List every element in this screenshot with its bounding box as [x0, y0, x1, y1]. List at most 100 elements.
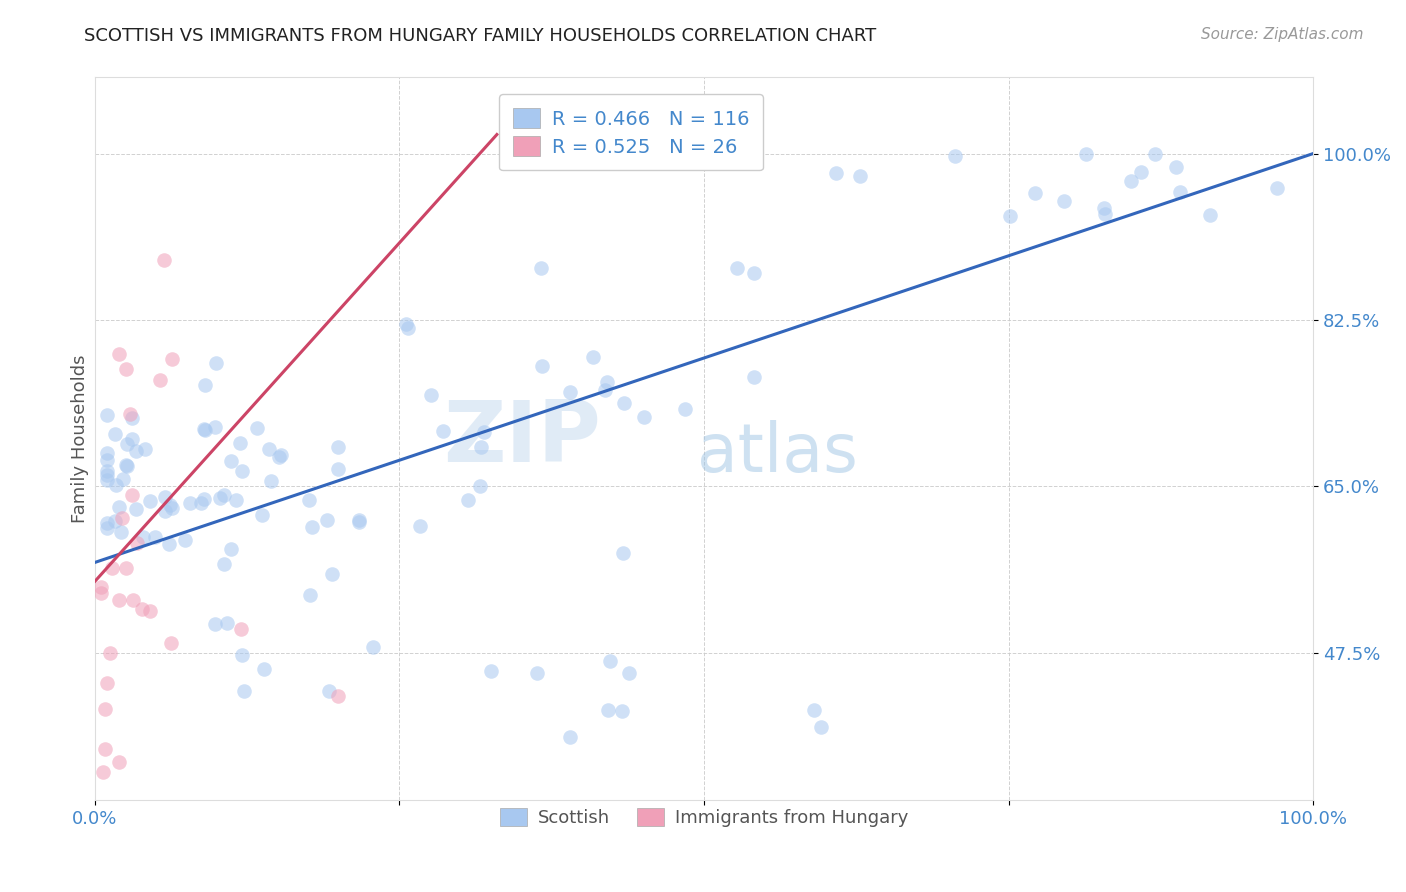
- Point: [162, 351, 184, 366]
- Point: [225, 492, 247, 507]
- Point: [328, 689, 350, 703]
- Point: [328, 440, 350, 454]
- Point: [153, 253, 176, 268]
- Point: [96, 453, 118, 467]
- Point: [132, 530, 155, 544]
- Point: [395, 318, 418, 332]
- Point: [1265, 181, 1288, 195]
- Point: [361, 640, 384, 655]
- Point: [558, 384, 581, 399]
- Point: [349, 516, 371, 530]
- Point: [125, 502, 148, 516]
- Point: [104, 426, 127, 441]
- Point: [232, 683, 254, 698]
- Point: [610, 704, 633, 718]
- Point: [173, 533, 195, 547]
- Point: [139, 604, 162, 618]
- Point: [470, 440, 492, 454]
- Text: ZIP: ZIP: [443, 397, 600, 480]
- Point: [619, 665, 641, 680]
- Point: [260, 474, 283, 488]
- Point: [96, 473, 118, 487]
- Point: [298, 493, 321, 508]
- Point: [104, 514, 127, 528]
- Point: [204, 356, 226, 370]
- Point: [318, 684, 340, 698]
- Point: [125, 444, 148, 458]
- Point: [96, 676, 118, 690]
- Point: [599, 654, 621, 668]
- Point: [299, 588, 322, 602]
- Point: [419, 388, 441, 402]
- Point: [803, 702, 825, 716]
- Point: [118, 407, 141, 421]
- Point: [122, 592, 145, 607]
- Point: [96, 464, 118, 478]
- Point: [107, 593, 129, 607]
- Point: [194, 423, 217, 437]
- Point: [301, 520, 323, 534]
- Point: [159, 498, 181, 512]
- Point: [105, 478, 128, 492]
- Point: [121, 487, 143, 501]
- Point: [215, 615, 238, 630]
- Point: [90, 586, 112, 600]
- Point: [115, 561, 138, 575]
- Point: [115, 459, 138, 474]
- Point: [117, 437, 139, 451]
- Point: [208, 491, 231, 506]
- Point: [1000, 209, 1022, 223]
- Text: Source: ZipAtlas.com: Source: ZipAtlas.com: [1201, 27, 1364, 42]
- Point: [153, 504, 176, 518]
- Point: [127, 535, 149, 549]
- Point: [160, 636, 183, 650]
- Text: atlas: atlas: [697, 420, 858, 486]
- Point: [231, 648, 253, 662]
- Point: [1121, 174, 1143, 188]
- Point: [474, 425, 496, 439]
- Point: [1129, 165, 1152, 179]
- Point: [131, 601, 153, 615]
- Point: [94, 702, 117, 716]
- Point: [110, 525, 132, 540]
- Point: [108, 347, 131, 361]
- Point: [96, 408, 118, 422]
- Point: [100, 646, 122, 660]
- Point: [219, 541, 242, 556]
- Point: [810, 720, 832, 734]
- Point: [115, 362, 138, 376]
- Point: [328, 462, 350, 476]
- Point: [1094, 207, 1116, 221]
- Point: [90, 580, 112, 594]
- Point: [139, 494, 162, 508]
- Point: [1143, 146, 1166, 161]
- Point: [155, 490, 177, 504]
- Point: [96, 521, 118, 535]
- Point: [727, 260, 749, 275]
- Point: [115, 458, 138, 473]
- Point: [1168, 186, 1191, 200]
- Point: [1024, 186, 1046, 200]
- Point: [943, 149, 966, 163]
- Point: [204, 616, 226, 631]
- Point: [193, 422, 215, 436]
- Point: [613, 396, 636, 410]
- Text: SCOTTISH VS IMMIGRANTS FROM HUNGARY FAMILY HOUSEHOLDS CORRELATION CHART: SCOTTISH VS IMMIGRANTS FROM HUNGARY FAMI…: [84, 27, 876, 45]
- Point: [596, 375, 619, 389]
- Point: [204, 420, 226, 434]
- Point: [470, 478, 492, 492]
- Point: [432, 424, 454, 438]
- Point: [673, 402, 696, 417]
- Point: [96, 467, 118, 482]
- Point: [742, 369, 765, 384]
- Point: [598, 703, 620, 717]
- Point: [229, 622, 252, 636]
- Point: [190, 496, 212, 510]
- Point: [558, 731, 581, 745]
- Point: [530, 260, 553, 275]
- Point: [111, 511, 134, 525]
- Point: [253, 662, 276, 676]
- Point: [219, 454, 242, 468]
- Point: [96, 446, 118, 460]
- Point: [409, 518, 432, 533]
